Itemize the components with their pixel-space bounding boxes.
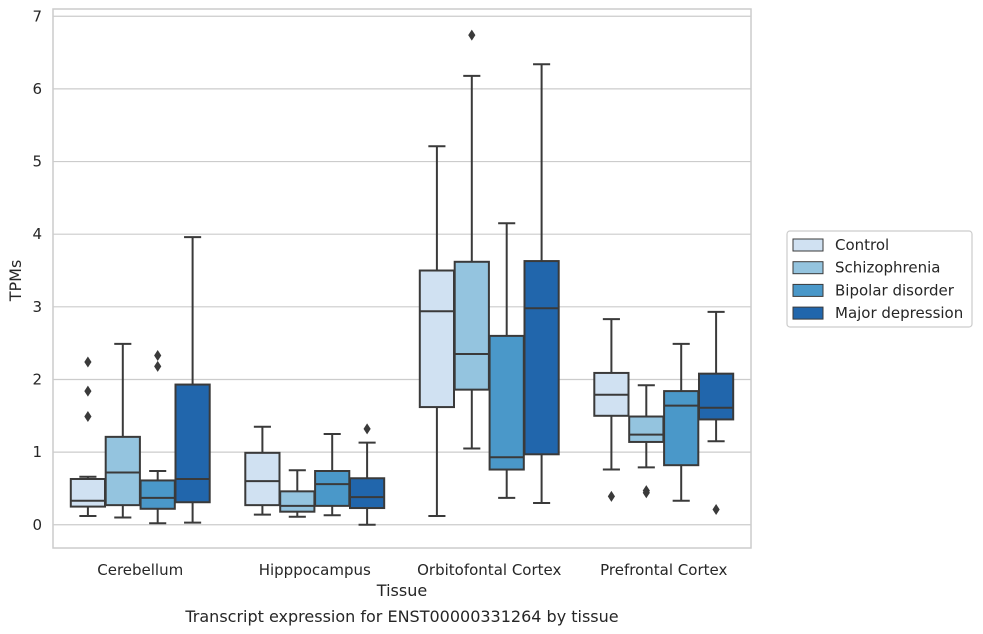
box-body: [279, 490, 316, 513]
box-3-1: [628, 384, 665, 499]
legend-frame: [786, 230, 973, 328]
box-0-2: [139, 350, 176, 525]
y-tick-label: 4: [32, 225, 42, 243]
legend-item: Schizophrenia: [792, 259, 940, 277]
plot-area-frame: [52, 8, 752, 549]
legend-swatch: [792, 306, 824, 320]
box-body: [418, 269, 456, 409]
y-tick-label: 1: [32, 443, 42, 461]
box-2-0: [418, 145, 456, 518]
box-0-0: [69, 356, 107, 518]
legend-label: Major depression: [835, 304, 963, 322]
x-axis-ticks: Cerebellum Hipppocampus Orbitofontal Corte…: [97, 561, 727, 579]
box-body: [314, 470, 351, 507]
outlier-marker: [154, 360, 162, 372]
box-0-3: [174, 236, 211, 524]
legend-label: Control: [835, 236, 889, 254]
box-3-3: [697, 310, 735, 515]
box-body: [139, 479, 176, 510]
legend: Control Schizophrenia Bipolar disorder Majo…: [786, 230, 973, 328]
box-body: [453, 260, 490, 391]
outlier-marker: [642, 487, 650, 499]
legend-label: Bipolar disorder: [835, 281, 955, 299]
box-2-2: [488, 222, 525, 499]
box-1-3: [348, 423, 386, 526]
legend-swatch: [792, 283, 824, 297]
y-tick-label: 0: [32, 516, 42, 534]
x-axis-label: Tissue: [376, 581, 427, 600]
box-3-2: [663, 342, 700, 502]
box-body: [663, 390, 700, 467]
outlier-marker: [154, 350, 162, 361]
y-axis-ticks: 0 1 2 3 4 5 6 7: [32, 7, 42, 533]
x-tick-label: Orbitofontal Cortex: [417, 561, 561, 579]
box-body: [104, 435, 141, 507]
y-tick-label: 3: [32, 298, 42, 316]
box-body: [523, 260, 560, 456]
box-0-1: [104, 342, 141, 519]
legend-item: Bipolar disorder: [792, 281, 955, 299]
y-tick-label: 5: [32, 153, 42, 171]
gridlines: [53, 15, 751, 526]
box-3-0: [593, 318, 630, 502]
y-tick-label: 7: [32, 7, 42, 25]
box-body: [628, 415, 665, 443]
legend-label: Schizophrenia: [835, 259, 940, 277]
box-body: [488, 334, 525, 471]
legend-swatch: [792, 238, 824, 252]
x-tick-label: Hipppocampus: [259, 561, 371, 579]
outlier-marker: [607, 490, 615, 502]
outlier-marker: [84, 411, 92, 423]
box-body: [174, 383, 211, 504]
box-body: [697, 372, 735, 421]
y-tick-label: 6: [32, 80, 42, 98]
x-tick-label: Prefrontal Cortex: [600, 561, 727, 579]
box-body: [69, 477, 107, 508]
outlier-marker: [84, 356, 92, 368]
legend-item: Control: [792, 236, 889, 254]
x-tick-label: Cerebellum: [97, 561, 183, 579]
box-body: [244, 451, 281, 507]
y-tick-label: 2: [32, 370, 42, 388]
box-body: [348, 477, 386, 510]
legend-swatch: [792, 261, 824, 275]
outlier-marker: [468, 29, 476, 41]
y-axis-label: TPMs: [6, 260, 25, 303]
box-1-1: [279, 469, 316, 518]
chart-caption: Transcript expression for ENST0000033126…: [184, 607, 618, 626]
box-1-0: [244, 425, 281, 516]
box-2-3: [523, 63, 560, 504]
box-2-1: [453, 29, 490, 450]
outlier-marker: [363, 423, 371, 435]
legend-item: Major depression: [792, 304, 963, 322]
box-plot-marks: [69, 29, 735, 526]
outlier-marker: [84, 385, 92, 397]
outlier-marker: [712, 504, 720, 515]
box-1-2: [314, 432, 351, 517]
